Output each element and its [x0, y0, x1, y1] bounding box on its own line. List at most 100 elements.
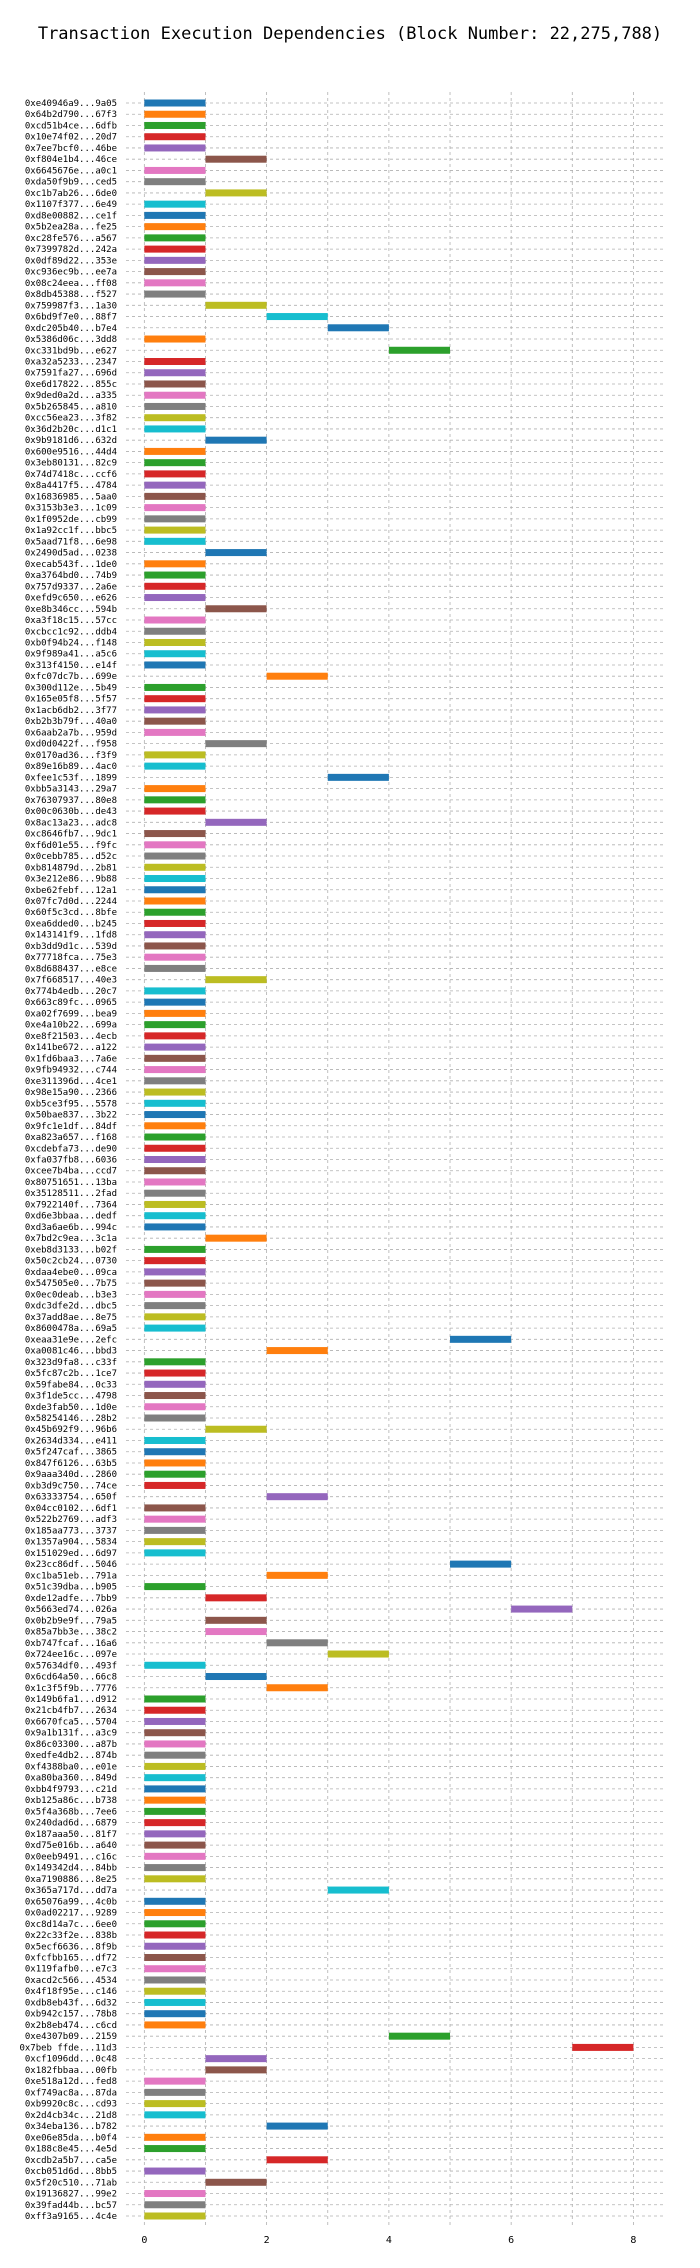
bar	[205, 1425, 267, 1433]
bar	[266, 313, 328, 321]
y-tick-label: 0xe4307b09...2159	[25, 2032, 117, 2042]
y-tick-label: 0x9f989a41...a5c6	[25, 650, 117, 660]
y-tick-label: 0x600e9516...44d4	[25, 447, 117, 457]
bar	[144, 358, 206, 366]
y-tick-label: 0x0ec0deab...b3e3	[25, 1290, 117, 1300]
bar	[144, 1515, 206, 1523]
y-tick-label: 0x5386d06c...3dd8	[25, 335, 117, 345]
bar	[144, 1875, 206, 1883]
y-tick-label: 0x149b6fa1...d912	[25, 1695, 117, 1705]
bar	[144, 515, 206, 523]
bar	[205, 740, 267, 748]
bar	[144, 683, 206, 691]
bar	[144, 2088, 206, 2096]
bar	[144, 1369, 206, 1377]
y-tick-label: 0xcee7b4ba...ccd7	[25, 1167, 117, 1177]
y-tick-label: 0x547505e0...7b75	[25, 1279, 117, 1289]
y-tick-label: 0xb0f94b24...f148	[25, 638, 117, 648]
bar	[144, 1279, 206, 1287]
y-tick-label: 0x7beb ffde...11d3	[19, 2043, 117, 2053]
bar	[144, 1448, 206, 1456]
y-tick-label: 0x1c3f5f9b...7776	[25, 1684, 117, 1694]
bar	[144, 560, 206, 568]
bar	[144, 1796, 206, 1804]
y-tick-label: 0x1a92cc1f...bbc5	[25, 526, 117, 536]
bar	[144, 1021, 206, 1029]
bar	[144, 380, 206, 388]
y-tick-label: 0xcc56ea23...3f82	[25, 414, 117, 424]
bar	[144, 1380, 206, 1388]
bar	[144, 1897, 206, 1905]
y-tick-label: 0xcd51b4ce...6dfb	[25, 121, 117, 131]
bar	[205, 1616, 267, 1624]
y-tick-label: 0x0170ad36...f3f9	[25, 751, 117, 761]
y-tick-label: 0x8a4417f5...4784	[25, 481, 117, 491]
bar	[144, 1807, 206, 1815]
bar	[144, 1133, 206, 1141]
bar	[144, 1009, 206, 1017]
y-tick-label: 0x7bd2c9ea...3c1a	[25, 1234, 117, 1244]
y-tick-label: 0x6670fca5...5704	[25, 1717, 117, 1727]
bar	[144, 1965, 206, 1973]
y-tick-label: 0x57634df0...493f	[25, 1661, 117, 1671]
y-tick-label: 0x5b265845...a810	[25, 402, 117, 412]
bar	[144, 2111, 206, 2119]
y-tick-label: 0x36d2b20c...d1c1	[25, 425, 117, 435]
y-tick-label: 0xea6dded0...b245	[25, 919, 117, 929]
y-tick-label: 0xdb8eb43f...6d32	[25, 1998, 117, 2008]
bar	[327, 1886, 389, 1894]
bar	[266, 1493, 328, 1501]
y-tick-label: 0x5f4a368b...7ee6	[25, 1807, 117, 1817]
y-tick-label: 0xe40946a9...9a05	[25, 99, 117, 109]
y-tick-label: 0xfee1c53f...1899	[25, 773, 117, 783]
y-tick-label: 0x2d4cb34c...21d8	[25, 2111, 117, 2121]
bar	[144, 908, 206, 916]
y-tick-label: 0xb3d9c750...74ce	[25, 1481, 117, 1491]
y-tick-label: 0x51c39dba...b905	[25, 1583, 117, 1593]
bar	[144, 1077, 206, 1085]
y-tick-label: 0x5663ed74...026a	[25, 1605, 117, 1615]
y-tick-label: 0x724ee16c...097e	[25, 1650, 117, 1660]
bar	[205, 1234, 267, 1242]
bar	[266, 1347, 328, 1355]
y-tick-label: 0x21cb4fb7...2634	[25, 1706, 117, 1716]
y-tick-label: 0x313f4150...e14f	[25, 661, 117, 671]
y-tick-label: 0xc8d14a7c...6ee0	[25, 1920, 117, 1930]
y-tick-label: 0x2490d5ad...0238	[25, 549, 117, 559]
y-tick-label: 0x76307937...80e8	[25, 796, 117, 806]
bar	[144, 144, 206, 152]
bar	[144, 537, 206, 545]
bars	[144, 99, 634, 2220]
bar	[144, 1178, 206, 1186]
bar	[144, 1200, 206, 1208]
y-tick-label: 0xd3a6ae6b...994c	[25, 1223, 117, 1233]
y-tick-label: 0x8db45388...f527	[25, 290, 117, 300]
bar	[144, 290, 206, 298]
bar	[144, 166, 206, 174]
bar	[144, 1257, 206, 1265]
y-tick-label: 0x98e15a90...2366	[25, 1088, 117, 1098]
y-tick-label: 0xde3fab50...1d0e	[25, 1403, 117, 1413]
y-tick-label: 0xdc205b40...b7e4	[25, 324, 117, 334]
x-tick-labels: 0 2 4 6 8	[141, 2235, 636, 2246]
bar	[144, 1661, 206, 1669]
y-tick-label: 0xd8e00882...ce1f	[25, 211, 117, 221]
y-tick-label: 0x10e74f02...20d7	[25, 133, 117, 143]
bar	[144, 414, 206, 422]
y-tick-label: 0x9fb94932...c744	[25, 1066, 117, 1076]
y-tick-label: 0x1f0952de...cb99	[25, 515, 117, 525]
bar	[205, 549, 267, 557]
bar	[144, 852, 206, 860]
bar	[144, 1324, 206, 1332]
x-tick-label: 4	[386, 2235, 392, 2246]
y-tick-label: 0xcf1096dd...0c48	[25, 2055, 117, 2065]
y-tick-label: 0x8d688437...e8ce	[25, 964, 117, 974]
y-tick-label: 0x64b2d790...67f3	[25, 110, 117, 120]
y-tick-label: 0xa3f18c15...57cc	[25, 616, 117, 626]
y-tick-label: 0x182fbbaa...00fb	[25, 2066, 117, 2076]
y-tick-label: 0xe6d17822...855c	[25, 380, 117, 390]
y-tick-label: 0x759987f3...1a30	[25, 301, 117, 311]
bar	[144, 1111, 206, 1119]
y-tick-label: 0xc1ba51eb...791a	[25, 1571, 117, 1581]
y-tick-label: 0xf6d01e55...f9fc	[25, 841, 117, 851]
